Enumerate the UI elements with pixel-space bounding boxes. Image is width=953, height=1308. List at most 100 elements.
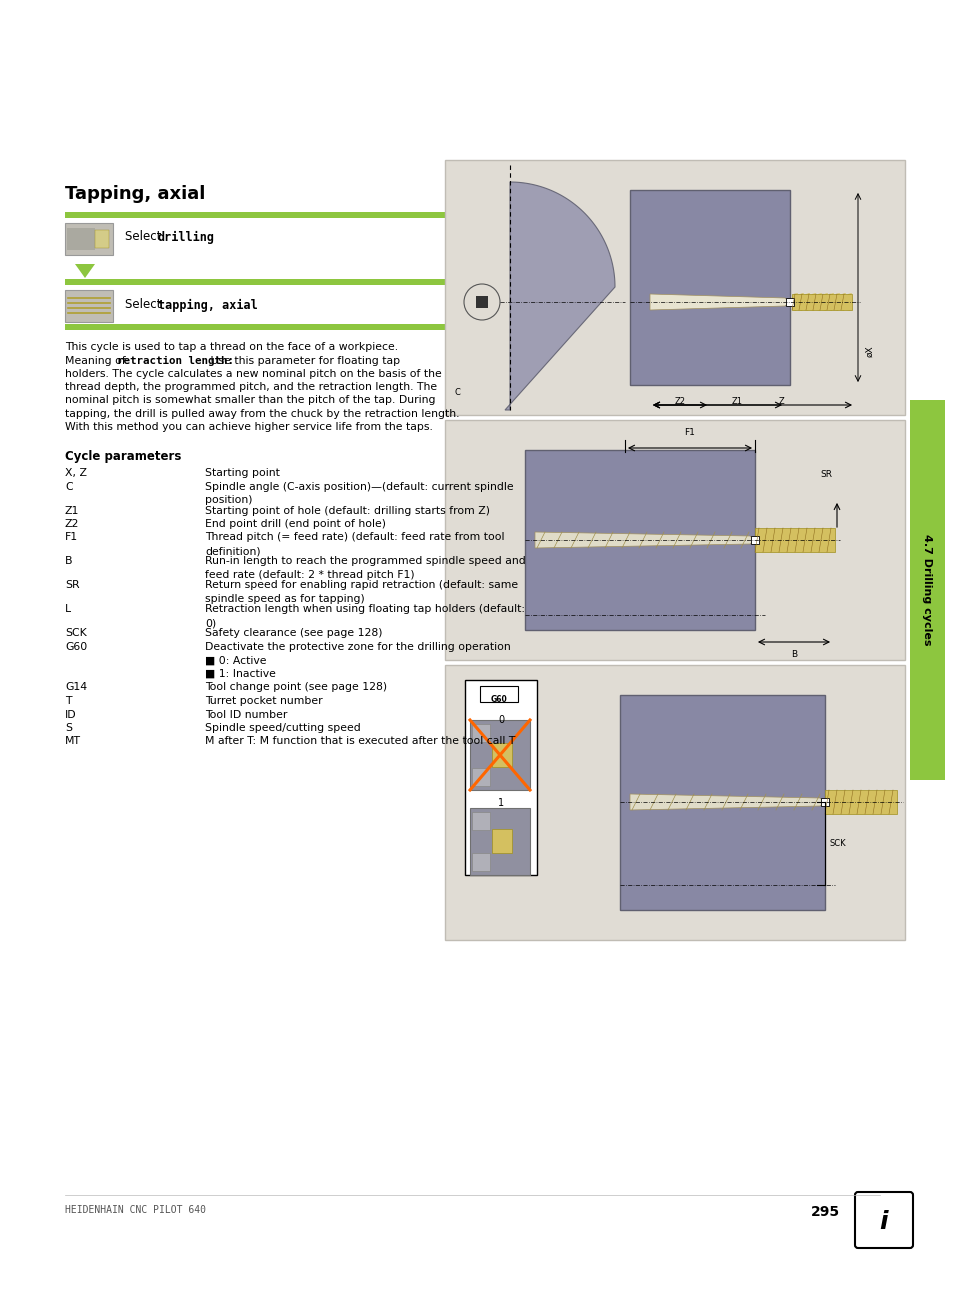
Polygon shape xyxy=(535,532,754,548)
Text: B: B xyxy=(65,556,72,566)
Text: 1: 1 xyxy=(497,798,503,808)
Text: Select: Select xyxy=(125,230,165,243)
Bar xyxy=(821,798,828,806)
Bar xyxy=(824,790,896,814)
Polygon shape xyxy=(504,182,615,409)
Text: G60: G60 xyxy=(65,642,87,651)
Bar xyxy=(470,719,530,790)
Text: retraction length:: retraction length: xyxy=(117,356,233,366)
Polygon shape xyxy=(649,294,789,310)
Text: øX: øX xyxy=(864,345,873,357)
Text: G14: G14 xyxy=(65,683,87,692)
Text: Starting point of hole (default: drilling starts from Z): Starting point of hole (default: drillin… xyxy=(205,505,490,515)
Text: L: L xyxy=(65,604,71,615)
Polygon shape xyxy=(803,293,809,298)
Polygon shape xyxy=(821,306,827,311)
Text: End point drill (end point of hole): End point drill (end point of hole) xyxy=(205,519,386,528)
Bar xyxy=(95,230,109,249)
Text: Use this parameter for floating tap: Use this parameter for floating tap xyxy=(207,356,399,366)
Polygon shape xyxy=(827,293,833,298)
Text: spindle speed as for tapping): spindle speed as for tapping) xyxy=(205,594,364,604)
Text: HEIDENHAIN CNC PILOT 640: HEIDENHAIN CNC PILOT 640 xyxy=(65,1205,206,1215)
Bar xyxy=(476,296,488,307)
Text: tapping, axial: tapping, axial xyxy=(158,298,257,311)
Text: holders. The cycle calculates a new nominal pitch on the basis of the
thread dep: holders. The cycle calculates a new nomi… xyxy=(65,369,459,432)
Text: ID: ID xyxy=(65,709,76,719)
Polygon shape xyxy=(803,306,809,311)
Text: position): position) xyxy=(205,494,253,505)
Text: SCK: SCK xyxy=(829,840,845,849)
Bar xyxy=(65,324,455,330)
Text: Spindle angle (C-axis position)—(default: current spindle: Spindle angle (C-axis position)—(default… xyxy=(205,481,513,492)
Polygon shape xyxy=(75,264,95,279)
Text: i: i xyxy=(879,1210,887,1233)
Text: F1: F1 xyxy=(684,428,695,437)
Polygon shape xyxy=(809,293,815,298)
Text: M after T: M function that is executed after the tool call T: M after T: M function that is executed a… xyxy=(205,736,515,747)
Text: Return speed for enabling rapid retraction (default: same: Return speed for enabling rapid retracti… xyxy=(205,581,517,590)
Bar xyxy=(464,680,537,875)
Polygon shape xyxy=(845,306,851,311)
Bar xyxy=(67,228,95,250)
Polygon shape xyxy=(840,293,845,298)
Text: SR: SR xyxy=(820,470,831,479)
Text: MT: MT xyxy=(65,736,81,747)
Polygon shape xyxy=(821,293,827,298)
Bar xyxy=(492,743,512,766)
Polygon shape xyxy=(845,293,851,298)
Bar xyxy=(791,294,851,310)
Text: Starting point: Starting point xyxy=(205,468,279,477)
Text: Z2: Z2 xyxy=(674,398,685,405)
Polygon shape xyxy=(827,306,833,311)
Text: Z: Z xyxy=(779,398,784,405)
Text: G60: G60 xyxy=(490,695,507,704)
Bar xyxy=(65,222,112,255)
Text: 4.7 Drilling cycles: 4.7 Drilling cycles xyxy=(921,534,931,646)
Polygon shape xyxy=(791,306,797,311)
Text: Deactivate the protective zone for the drilling operation: Deactivate the protective zone for the d… xyxy=(205,642,510,651)
Polygon shape xyxy=(833,306,840,311)
Bar xyxy=(65,212,455,218)
Text: Tapping, axial: Tapping, axial xyxy=(65,184,205,203)
Text: T: T xyxy=(65,696,71,706)
Polygon shape xyxy=(797,306,803,311)
Text: Tool ID number: Tool ID number xyxy=(205,709,287,719)
Polygon shape xyxy=(815,306,821,311)
Bar xyxy=(479,685,517,702)
Text: Select: Select xyxy=(125,298,165,311)
Text: Turret pocket number: Turret pocket number xyxy=(205,696,322,706)
Text: SCK: SCK xyxy=(65,629,87,638)
Text: definition): definition) xyxy=(205,545,260,556)
Text: 0): 0) xyxy=(205,617,216,628)
Bar xyxy=(472,725,490,742)
Polygon shape xyxy=(840,306,845,311)
Bar xyxy=(472,812,490,831)
Bar xyxy=(470,808,530,875)
Text: feed rate (default: 2 * thread pitch F1): feed rate (default: 2 * thread pitch F1) xyxy=(205,570,415,579)
Bar xyxy=(472,768,490,786)
Bar xyxy=(444,664,904,940)
Text: Z1: Z1 xyxy=(731,398,741,405)
Bar xyxy=(492,829,512,853)
Bar xyxy=(444,420,904,661)
Text: 295: 295 xyxy=(810,1205,840,1219)
Bar xyxy=(785,298,793,306)
Text: B: B xyxy=(790,650,796,659)
Text: Safety clearance (see page 128): Safety clearance (see page 128) xyxy=(205,629,382,638)
Bar xyxy=(750,536,759,544)
Text: drilling: drilling xyxy=(158,230,214,243)
Polygon shape xyxy=(809,306,815,311)
Polygon shape xyxy=(833,293,840,298)
Text: Meaning of: Meaning of xyxy=(65,356,129,366)
Bar xyxy=(524,450,754,630)
Text: S: S xyxy=(65,723,71,732)
Text: Run-in length to reach the programmed spindle speed and: Run-in length to reach the programmed sp… xyxy=(205,556,525,566)
Bar xyxy=(65,279,455,285)
Text: C: C xyxy=(455,388,460,398)
Text: F1: F1 xyxy=(65,532,78,543)
Bar xyxy=(444,160,904,415)
Text: Spindle speed/cutting speed: Spindle speed/cutting speed xyxy=(205,723,360,732)
Bar xyxy=(619,695,824,910)
Text: Cycle parameters: Cycle parameters xyxy=(65,450,181,463)
Text: Thread pitch (= feed rate) (default: feed rate from tool: Thread pitch (= feed rate) (default: fee… xyxy=(205,532,504,543)
